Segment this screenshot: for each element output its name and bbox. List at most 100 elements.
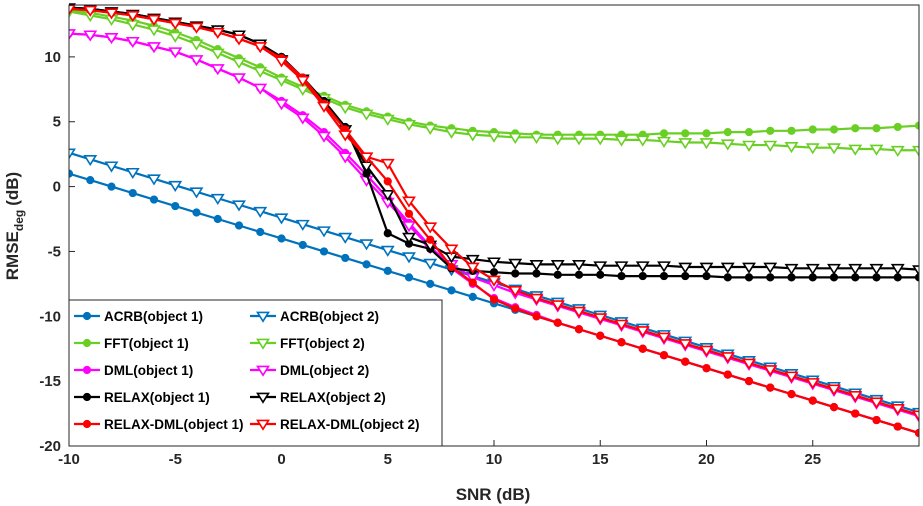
- legend-box: [68, 299, 443, 447]
- data-point-relax-object-2: [699, 262, 714, 274]
- data-point-dml-object-2: [147, 42, 161, 54]
- data-point-relax-dml-object-2: [189, 22, 204, 34]
- y-tick-label: 0: [53, 179, 61, 196]
- data-point-acrb-object-2: [125, 167, 140, 180]
- data-point-fft-object-1: [659, 129, 669, 138]
- data-point-fft-object-2: [274, 75, 289, 87]
- data-point-fft-object-2: [763, 140, 778, 152]
- y-axis-ticks: -20 -15 -10 -5 0 5 10: [39, 49, 75, 455]
- data-point-relax-dml-object-2: [338, 130, 353, 142]
- x-axis-label: SNR (dB): [456, 485, 531, 504]
- data-point-relax-dml-object-2: [657, 332, 671, 344]
- data-point-relax-object-1: [511, 269, 520, 278]
- data-point-acrb-object-2: [69, 148, 76, 160]
- data-point-relax-object-1: [723, 273, 732, 282]
- data-point-relax-object-1: [383, 229, 392, 238]
- data-point-relax-dml-object-1: [659, 351, 669, 360]
- legend: ACRB(object 1) ACRB(object 2) FFT(object 1…: [68, 299, 443, 447]
- legend-label-fft-object-2: FFT(object 2): [280, 336, 365, 351]
- data-point-relax-object-2: [572, 260, 586, 272]
- data-point-acrb-object-1: [341, 253, 350, 263]
- data-point-acrb-object-2: [147, 174, 161, 186]
- data-point-relax-dml-object-2: [572, 306, 586, 318]
- legend-item-dml-object-2: DML(object 2): [250, 363, 369, 378]
- data-point-fft-object-2: [699, 138, 714, 150]
- data-point-relax-dml-object-1: [851, 409, 860, 418]
- data-point-relax-object-2: [890, 263, 905, 276]
- data-point-relax-dml-object-2: [784, 371, 799, 383]
- data-point-relax-object-2: [508, 258, 523, 270]
- data-point-fft-object-2: [827, 143, 841, 155]
- data-point-relax-dml-object-2: [720, 352, 735, 364]
- data-point-relax-object-2: [635, 261, 650, 273]
- data-point-fft-object-2: [487, 131, 501, 143]
- legend-label-acrb-object-2: ACRB(object 2): [280, 309, 379, 324]
- legend-item-fft-object-2: FFT(object 2): [250, 336, 365, 351]
- data-point-acrb-object-1: [404, 273, 414, 282]
- data-point-relax-object-1: [638, 271, 647, 281]
- data-point-dml-object-2: [402, 221, 416, 233]
- data-point-relax-dml-object-1: [511, 304, 520, 313]
- series-relax-dml-object-2: [69, 4, 919, 422]
- data-point-relax-dml-object-1: [787, 390, 796, 399]
- data-point-relax-object-2: [614, 261, 629, 273]
- data-point-relax-dml-object-2: [869, 397, 884, 409]
- data-point-relax-dml-object-2: [805, 378, 820, 390]
- data-point-dml-object-2: [210, 64, 225, 76]
- data-point-acrb-object-2: [83, 154, 98, 167]
- data-point-relax-dml-object-2: [827, 384, 841, 396]
- y-axis-label-subscript: deg: [12, 210, 26, 231]
- data-point-fft-object-1: [681, 129, 690, 138]
- data-point-relax-object-2: [827, 263, 841, 276]
- data-point-fft-object-1: [723, 128, 732, 137]
- data-point-relax-object-2: [402, 232, 416, 244]
- data-point-relax-dml-object-2: [423, 222, 438, 234]
- data-point-relax-dml-object-1: [404, 209, 414, 218]
- data-point-acrb-object-2: [189, 187, 204, 199]
- data-point-relax-dml-object-2: [232, 34, 246, 46]
- data-point-fft-object-2: [189, 39, 204, 51]
- x-tick-label: 20: [698, 451, 715, 468]
- data-point-acrb-object-1: [362, 260, 371, 269]
- data-point-fft-object-2: [657, 136, 671, 148]
- data-point-fft-object-2: [550, 134, 565, 146]
- data-point-acrb-object-2: [232, 200, 246, 212]
- legend-label-dml-object-1: DML(object 1): [104, 363, 193, 378]
- data-point-fft-object-1: [914, 121, 919, 130]
- data-point-dml-object-2: [168, 47, 183, 59]
- data-point-relax-object-2: [848, 263, 863, 276]
- data-point-relax-dml-object-1: [893, 422, 902, 431]
- data-point-relax-dml-object-2: [635, 326, 650, 338]
- legend-marker-acrb-object-1: [82, 311, 92, 321]
- data-point-acrb-object-1: [171, 201, 180, 211]
- legend-item-relax-object-2: RELAX(object 2): [250, 390, 386, 405]
- data-point-relax-dml-object-2: [614, 319, 629, 331]
- data-point-acrb-object-1: [128, 188, 137, 198]
- data-point-relax-object-1: [553, 270, 562, 279]
- data-point-acrb-object-2: [359, 239, 374, 251]
- data-point-fft-object-1: [787, 126, 796, 135]
- data-point-fft-object-2: [742, 140, 756, 152]
- data-point-fft-object-2: [572, 134, 586, 146]
- data-point-dml-object-2: [83, 30, 98, 42]
- data-point-dml-object-2: [274, 99, 289, 111]
- data-point-fft-object-1: [808, 125, 817, 134]
- data-point-relax-dml-object-2: [125, 11, 140, 23]
- series-layer: [69, 3, 919, 438]
- data-point-acrb-object-1: [86, 176, 95, 185]
- data-point-relax-dml-object-2: [550, 300, 565, 312]
- data-point-acrb-object-1: [319, 247, 329, 256]
- data-point-relax-object-2: [678, 262, 693, 274]
- data-point-relax-dml-object-1: [681, 357, 690, 366]
- data-point-relax-dml-object-1: [829, 402, 839, 412]
- data-point-relax-dml-object-2: [890, 404, 905, 416]
- data-point-fft-object-2: [465, 130, 480, 142]
- data-point-relax-object-2: [529, 260, 544, 272]
- data-point-acrb-object-1: [192, 208, 201, 217]
- data-point-relax-dml-object-2: [912, 410, 919, 422]
- data-point-fft-object-2: [529, 132, 544, 145]
- legend-marker-dml-object-2: [256, 365, 270, 377]
- x-tick-label: 0: [277, 451, 285, 468]
- y-axis-label-main: RMSE: [3, 231, 22, 280]
- data-point-dml-object-2: [125, 36, 140, 49]
